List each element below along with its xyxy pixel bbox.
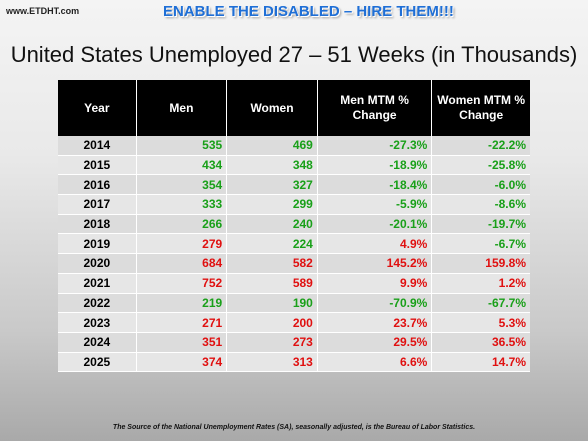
cell-women-change: -6.7% [431,233,530,255]
table-row: 2024 351 273 29.5% 36.5% [58,332,530,353]
cell-women-change: 1.2% [431,273,530,294]
header-men: Men [136,80,228,136]
table-row: 2025 374 313 6.6% 14.7% [58,352,530,373]
cell-women: 582 [226,253,318,274]
cell-women: 273 [226,332,318,353]
cell-women: 348 [226,155,318,176]
cell-women-change: -19.7% [431,214,530,235]
header-men-change: Men MTM % Change [317,80,433,136]
table-row: 2019 279 224 4.9% -6.7% [58,233,530,255]
table-header-row: Year Men Women Men MTM % Change Women MT… [58,80,530,136]
page-title: United States Unemployed 27 – 51 Weeks (… [10,42,578,67]
cell-men: 374 [136,352,228,373]
cell-men-change: 145.2% [317,253,433,274]
cell-women-change: 5.3% [431,312,530,333]
cell-men: 219 [136,293,228,314]
cell-year: 2020 [58,253,137,274]
cell-year: 2019 [58,233,137,255]
cell-women-change: 159.8% [431,253,530,274]
cell-men: 535 [136,136,228,156]
table-body: 2014 535 469 -27.3% -22.2% 2015 434 348 -18.9% -2… [58,136,530,373]
cell-men: 684 [136,253,228,274]
cell-women: 190 [226,293,318,314]
source-note: The Source of the National Unemployment … [112,424,476,431]
cell-women-change: -67.7% [431,293,530,314]
cell-year: 2015 [58,155,137,176]
cell-year: 2021 [58,273,137,294]
header-women-change: Women MTM % Change [431,80,530,136]
cell-men-change: -18.4% [317,174,433,196]
table-row: 2020 684 582 145.2% 159.8% [58,253,530,274]
cell-men-change: -20.1% [317,214,433,235]
cell-year: 2023 [58,312,137,333]
table-row: 2016 354 327 -18.4% -6.0% [58,174,530,196]
cell-men-change: -27.3% [317,136,433,156]
cell-men: 333 [136,194,228,215]
table-row: 2021 752 589 9.9% 1.2% [58,273,530,294]
site-label: www.ETDHT.com [6,6,80,16]
cell-men-change: 29.5% [317,332,433,353]
cell-year: 2025 [58,352,137,373]
cell-men-change: -18.9% [317,155,433,176]
cell-year: 2016 [58,174,137,196]
cell-women-change: 14.7% [431,352,530,373]
cell-men: 271 [136,312,228,333]
cell-women: 589 [226,273,318,294]
cell-men: 434 [136,155,228,176]
cell-women: 299 [226,194,318,215]
cell-year: 2018 [58,214,137,235]
cell-year: 2024 [58,332,137,353]
cell-men-change: 4.9% [317,233,433,255]
cell-men-change: -70.9% [317,293,433,314]
cell-men-change: 23.7% [317,312,433,333]
cell-women: 240 [226,214,318,235]
table-row: 2015 434 348 -18.9% -25.8% [58,155,530,176]
cell-men: 266 [136,214,228,235]
cell-women: 200 [226,312,318,333]
unemployment-table: Year Men Women Men MTM % Change Women MT… [58,80,530,373]
cell-women-change: -6.0% [431,174,530,196]
cell-women: 327 [226,174,318,196]
cell-year: 2014 [58,136,137,156]
cell-men-change: 9.9% [317,273,433,294]
table-row: 2014 535 469 -27.3% -22.2% [58,136,530,156]
cell-women-change: -22.2% [431,136,530,156]
cell-year: 2017 [58,194,137,215]
cell-women: 313 [226,352,318,373]
table-row: 2017 333 299 -5.9% -8.6% [58,194,530,215]
header-year: Year [58,80,137,136]
cell-year: 2022 [58,293,137,314]
table-row: 2018 266 240 -20.1% -19.7% [58,214,530,235]
cell-women: 224 [226,233,318,255]
cell-men: 752 [136,273,228,294]
cell-women: 469 [226,136,318,156]
cell-women-change: -25.8% [431,155,530,176]
banner-slogan: ENABLE THE DISABLED – HIRE THEM!!! [163,3,454,20]
cell-men: 354 [136,174,228,196]
cell-men: 351 [136,332,228,353]
cell-men-change: 6.6% [317,352,433,373]
header-women: Women [226,80,318,136]
cell-women-change: 36.5% [431,332,530,353]
table-row: 2023 271 200 23.7% 5.3% [58,312,530,333]
cell-men-change: -5.9% [317,194,433,215]
cell-men: 279 [136,233,228,255]
table-row: 2022 219 190 -70.9% -67.7% [58,293,530,314]
cell-women-change: -8.6% [431,194,530,215]
